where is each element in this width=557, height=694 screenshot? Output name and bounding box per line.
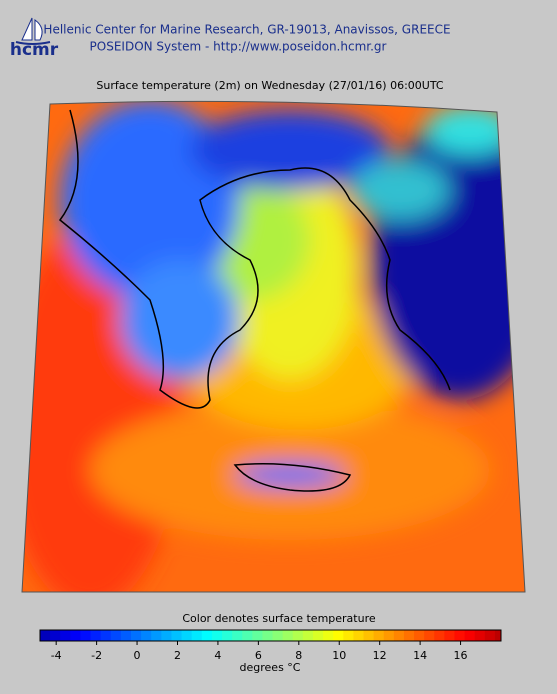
colorbar-segment (120, 630, 132, 641)
colorbar-segment (302, 630, 314, 641)
colorbar-segment (221, 630, 233, 641)
tick-label: 4 (214, 649, 221, 662)
colorbar-segment (110, 630, 122, 641)
tick-label: 6 (255, 649, 262, 662)
tick-label: -2 (91, 649, 102, 662)
tick-label: 14 (413, 649, 427, 662)
map-frame (21, 100, 526, 593)
colorbar-segment (323, 630, 334, 641)
colorbar-segment (373, 630, 385, 641)
map (22, 101, 525, 592)
logo: hcmr (10, 17, 59, 60)
colorbar-segment (151, 630, 162, 641)
colorbar-segment (464, 630, 476, 641)
colorbar-segment (353, 630, 365, 641)
colorbar: -4 -2 0 2 4 6 8 10 12 14 16 (39, 629, 502, 662)
colorbar-segment (60, 630, 71, 641)
colorbar-segment (282, 630, 294, 641)
colorbar-segment (161, 630, 172, 641)
colorbar-segment (50, 630, 61, 641)
colorbar-title: Color denotes surface temperature (182, 612, 376, 625)
colorbar-segment (444, 630, 455, 641)
colorbar-segment (40, 630, 51, 641)
colorbar-segment (130, 630, 142, 641)
colorbar-segment (100, 630, 112, 641)
colorbar-segment (211, 630, 223, 641)
colorbar-segment (434, 630, 445, 641)
colorbar-segment (312, 630, 324, 641)
colorbar-segment (181, 630, 193, 641)
header-line: POSEIDON System - http://www.poseidon.hc… (90, 40, 387, 54)
colorbar-segment (262, 630, 274, 641)
tick-label: 12 (373, 649, 387, 662)
colorbar-segment (333, 630, 344, 641)
tick-label: 2 (174, 649, 181, 662)
colorbar-segment (80, 630, 92, 641)
colorbar-segment (414, 630, 425, 641)
tick-label: 0 (134, 649, 141, 662)
colorbar-segment (494, 630, 502, 641)
colorbar-segment (484, 630, 496, 641)
logo-text: hcmr (10, 40, 59, 60)
tick-label: 16 (454, 649, 468, 662)
colorbar-segment (70, 630, 81, 641)
colorbar-segment (403, 630, 415, 641)
colorbar-segment (454, 630, 466, 641)
colorbar-segment (272, 630, 284, 641)
colorbar-segment (383, 630, 395, 641)
colorbar-segment (191, 630, 203, 641)
colorbar-segment (252, 630, 263, 641)
colorbar-segment (363, 630, 375, 641)
header-line: Hellenic Center for Marine Research, GR-… (43, 23, 450, 37)
colorbar-frame (39, 629, 502, 642)
colorbar-segment (292, 630, 304, 641)
unit: °C (287, 661, 301, 674)
tick-label: 8 (295, 649, 302, 662)
unit-label: degrees °C (240, 661, 301, 674)
map-title: Surface temperature (2m) on Wednesday (2… (96, 79, 444, 92)
colorbar-segment (171, 630, 183, 641)
colorbar-segment (343, 630, 354, 641)
colorbar-segment (424, 630, 435, 641)
colorbar-segment (201, 630, 213, 641)
colorbar-segment (90, 630, 102, 641)
tick-label: -4 (51, 649, 62, 662)
unit-word: degrees (240, 661, 285, 674)
colorbar-segment (232, 630, 243, 641)
colorbar-segment (141, 630, 152, 641)
tick-label: 10 (332, 649, 346, 662)
colorbar-segment (393, 630, 405, 641)
colorbar-segment (242, 630, 253, 641)
colorbar-segment (474, 630, 486, 641)
